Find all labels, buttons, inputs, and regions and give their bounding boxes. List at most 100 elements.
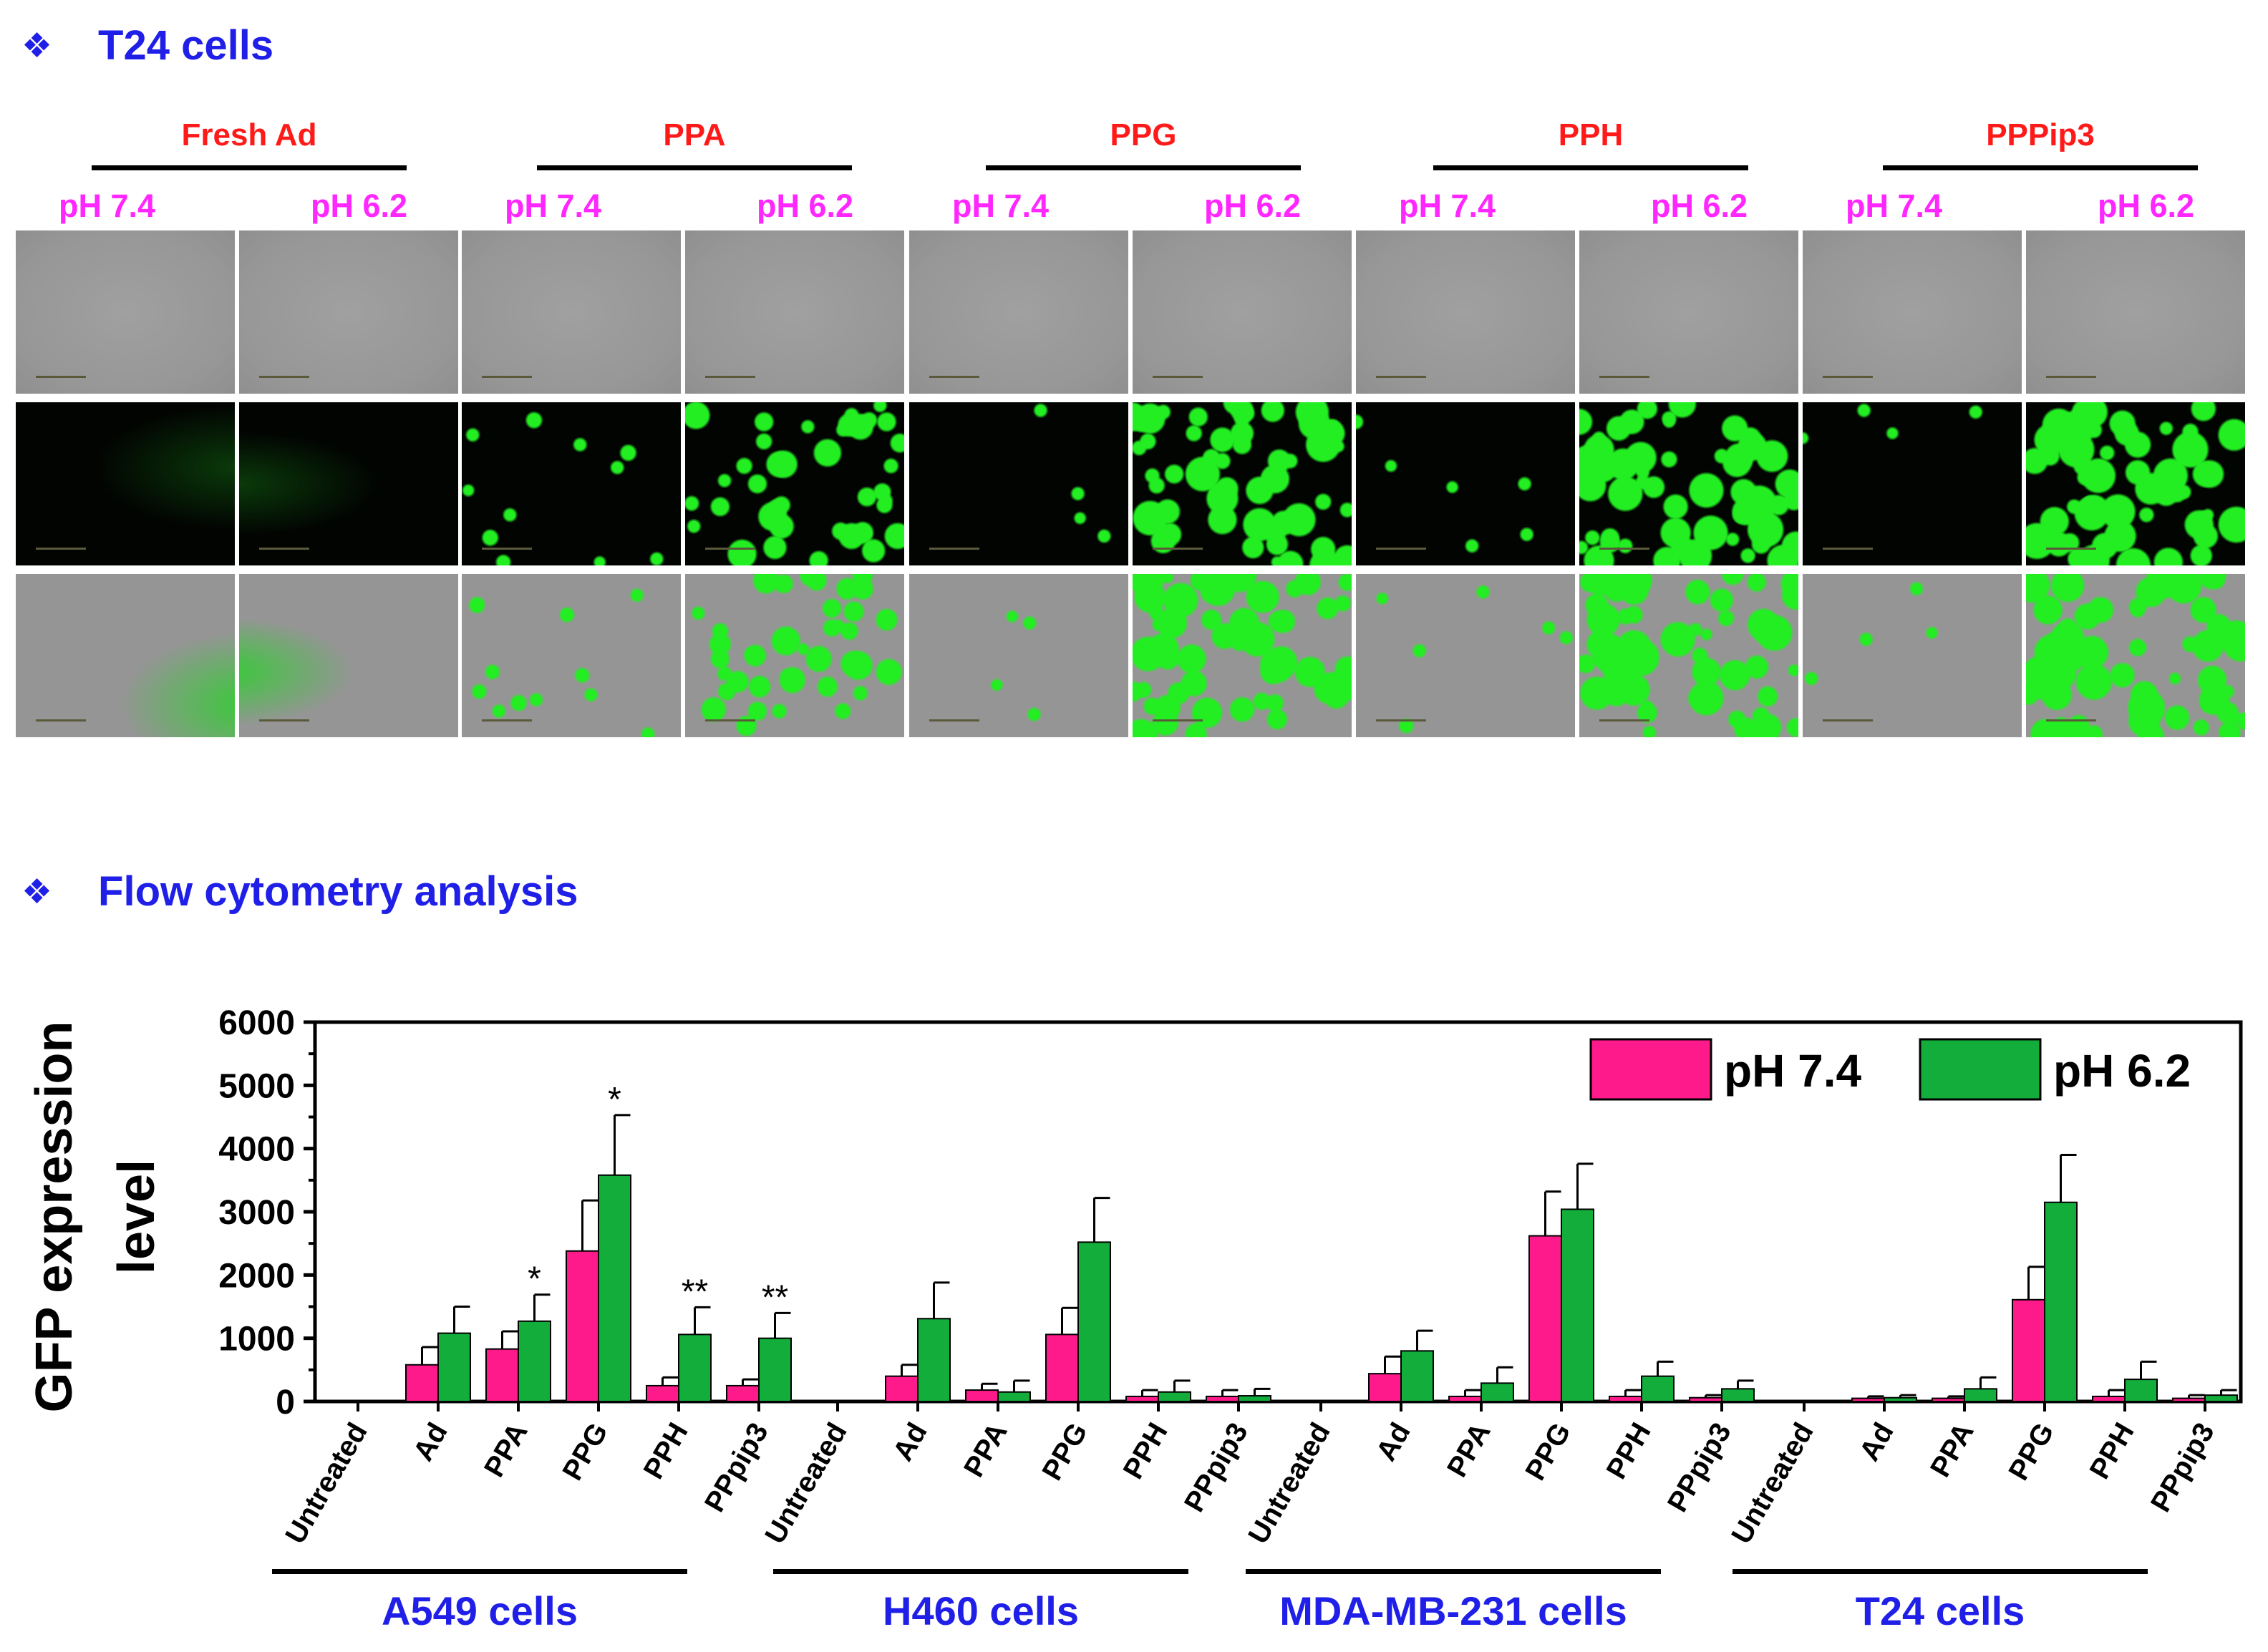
bar-ph62-3-2 [1964,1388,1997,1402]
bar-ph74-3-2 [1932,1397,1965,1402]
cell-line-rule-1 [773,1569,1188,1574]
micro-image-gfp-5 [1133,402,1352,565]
ph-label-1-1: pH 6.2 [757,188,854,224]
scale-bar [1376,548,1426,550]
bar-ph62-0-2 [518,1320,551,1402]
cell-line-label-3: T24 cells [1855,1588,2025,1633]
micro-image-merge-1 [239,574,458,737]
y-tick-label-1: 1000 [218,1321,295,1359]
scale-bar [705,548,755,550]
bar-ph62-2-4 [1641,1375,1675,1403]
section-title-t24: ❖ T24 cells [21,21,273,69]
legend-swatch-0 [1589,1038,1712,1101]
scale-bar [36,376,86,378]
x-tick-label-0-1: Ad [407,1418,454,1467]
x-tick-label-1-1: Ad [887,1418,934,1467]
micro-image-merge-9 [2026,574,2245,737]
micro-image-bf-0 [16,230,235,394]
x-tick-label-1-3: PPG [1036,1418,1093,1486]
ph-label-3-0: pH 7.4 [1399,188,1496,224]
x-tick-label-2-5: PPpip3 [1662,1418,1738,1517]
ph-label-2-1: pH 6.2 [1204,188,1302,224]
scale-bar [1376,719,1426,721]
bar-ph62-1-5 [1238,1395,1271,1402]
scale-bar [929,548,979,550]
micro-image-bf-8 [1803,230,2022,394]
x-tick-label-3-3: PPG [2002,1418,2060,1486]
micro-image-gfp-6 [1356,402,1575,565]
group-rule-3 [1433,165,1748,170]
bar-ph62-3-4 [2124,1379,2158,1402]
scale-bar [1376,376,1426,378]
bar-ph62-0-4 [678,1333,712,1402]
group-label-0: Fresh Ad [181,117,317,152]
x-tick-label-2-0: Untreated [1242,1418,1336,1550]
micro-image-bf-9 [2026,230,2245,394]
bar-ph62-3-1 [1884,1396,1917,1403]
group-label-3: PPH [1558,117,1624,152]
micro-image-bf-2 [462,230,681,394]
cell-line-label-1: H460 cells [883,1588,1079,1633]
bar-ph74-2-2 [1448,1395,1482,1403]
bar-ph62-2-3 [1561,1208,1594,1402]
bar-ph62-1-3 [1077,1241,1111,1402]
bar-ph62-1-2 [997,1391,1031,1402]
bar-ph74-0-3 [566,1250,599,1402]
x-tick-label-2-3: PPG [1519,1418,1576,1486]
x-tick-label-3-0: Untreated [1725,1418,1819,1550]
cell-line-label-0: A549 cells [382,1588,578,1633]
gfp-bar-chart: 0 1000 2000 3000 4000 5000 6000 GFP expression l… [26,1004,2243,1550]
x-tick-label-0-3: PPG [556,1418,614,1486]
x-tick-label-3-5: PPpip3 [2145,1418,2221,1517]
cell-line-rule-2 [1246,1569,1661,1574]
section-title-flow-text: Flow cytometry analysis [98,868,578,915]
bar-ph74-0-5 [726,1384,760,1403]
scale-bar [36,719,86,721]
bar-ph74-1-1 [885,1375,919,1403]
bar-ph74-2-3 [1528,1235,1562,1403]
scale-bar [1599,548,1649,550]
micro-image-gfp-3 [685,402,904,565]
y-tick-label-6: 6000 [218,1004,295,1042]
section-title-t24-text: T24 cells [98,22,274,69]
ph-label-2-0: pH 7.4 [952,188,1050,224]
x-tick-label-2-2: PPA [1441,1418,1497,1483]
scale-bar [1823,548,1873,550]
micro-image-merge-8 [1803,574,2022,737]
x-tick-label-1-5: PPpip3 [1178,1418,1254,1517]
x-tick-label-1-4: PPH [1118,1418,1174,1485]
bar-ph62-2-1 [1400,1350,1434,1402]
micro-image-gfp-0 [16,402,235,565]
scale-bar [259,719,309,721]
group-rule-1 [537,165,852,170]
scale-bar [705,376,755,378]
scale-bar [1823,719,1873,721]
bar-ph62-3-5 [2204,1394,2238,1403]
bar-ph62-2-5 [1721,1388,1755,1402]
bar-ph74-1-2 [965,1389,999,1402]
micro-image-bf-4 [909,230,1128,394]
x-tick-label-1-0: Untreated [759,1418,853,1550]
micro-image-gfp-7 [1579,402,1798,565]
scale-bar [482,719,532,721]
cell-line-rule-0 [272,1569,687,1574]
bar-ph62-0-5 [758,1337,792,1403]
bar-ph74-3-4 [2092,1395,2126,1403]
scale-bar [2046,719,2096,721]
micro-image-bf-5 [1133,230,1352,394]
micro-image-bf-6 [1356,230,1575,394]
scale-bar [2046,376,2096,378]
micro-image-merge-6 [1356,574,1575,737]
micro-image-gfp-4 [909,402,1128,565]
scale-bar [1599,376,1649,378]
ph-label-3-1: pH 6.2 [1651,188,1748,224]
micro-image-gfp-1 [239,402,458,565]
micro-image-gfp-9 [2026,402,2245,565]
y-axis-label-line2: level [108,1160,165,1274]
x-tick-label-0-2: PPA [478,1418,534,1483]
micro-image-bf-3 [685,230,904,394]
group-label-2: PPG [1110,117,1177,152]
group-rule-0 [92,165,407,170]
scale-bar [1599,719,1649,721]
bar-ph74-0-2 [485,1348,519,1403]
